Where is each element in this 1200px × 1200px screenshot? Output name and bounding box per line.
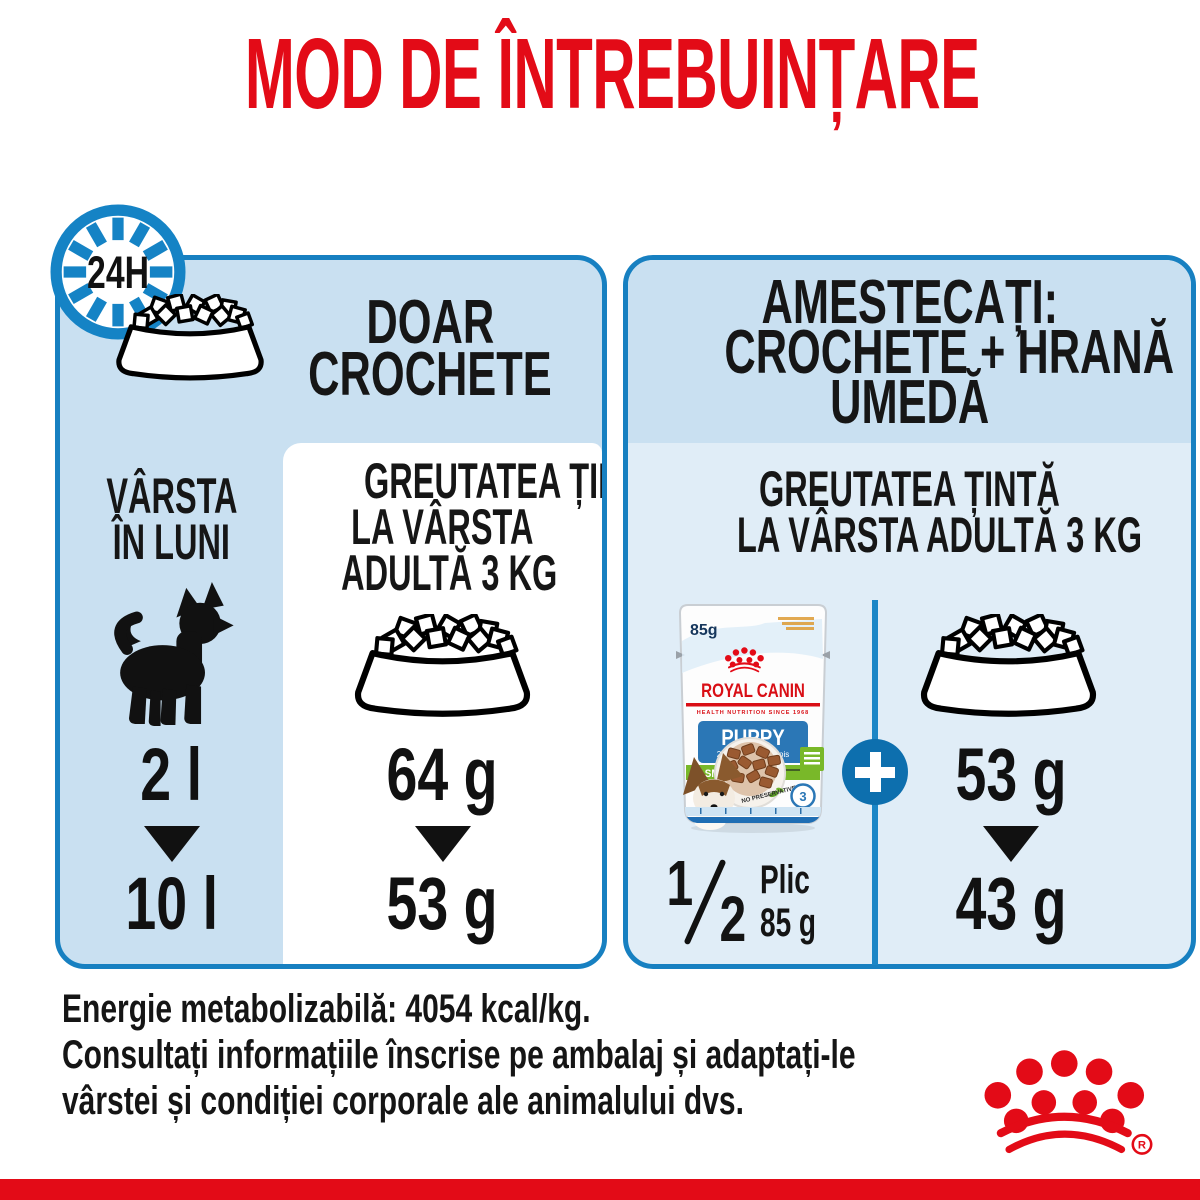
footer-line2: Consultați informațiile înscrise pe amba… [62, 1033, 856, 1077]
half-fraction: 1 2 [662, 847, 750, 955]
wet-portion-weight: 85 g [760, 901, 817, 945]
kibble-arrow [283, 826, 602, 862]
mix-header-line2: CROCHETE + HRANĂ [724, 318, 1175, 387]
dog-silhouette-icon [114, 581, 234, 727]
mix-panel-header: AMESTECAȚI: CROCHETE + HRANĂ UMEDĂ [628, 268, 1191, 437]
kibble-only-header: DOAR CROCHETE [250, 288, 602, 409]
down-arrow-icon [143, 826, 200, 862]
age-arrow [60, 826, 283, 862]
royal-canin-crown-logo: R [972, 1038, 1153, 1155]
fraction-numerator: 1 [666, 847, 694, 919]
kibble-only-header-line2: CROCHETE [308, 340, 552, 409]
pouch-product-image: 85g ROYAL CANIN HEALTH NUTRITION SINCE 1… [676, 604, 830, 833]
mix-kibble-start-value: 53 g [955, 733, 1067, 816]
kibble-only-header-line1: DOAR [366, 288, 494, 357]
wet-portion-labels: Plic 85 g [760, 859, 840, 945]
mix-header-line3: UMEDĂ [829, 368, 990, 437]
kibble-title-line2: LA VÂRSTA [351, 499, 534, 555]
fraction-denominator: 2 [719, 883, 747, 955]
mix-kibble-arrow [881, 826, 1141, 862]
kibble-column-title: GREUTATEA ȚINTĂ LA VÂRSTA ADULTĂ 3 KG [283, 456, 602, 601]
mix-header-line1: AMESTECAȚI: [761, 268, 1058, 337]
page-title: MOD DE ÎNTREBUINȚARE [0, 22, 1200, 126]
bottom-red-bar [0, 1179, 1200, 1200]
pouch-weight-label: 85g [690, 622, 718, 639]
clock-24h-icon: 24H [50, 204, 186, 340]
wet-portion: 1 2 Plic 85 g [628, 847, 875, 955]
mix-panel-header-background [628, 260, 1191, 443]
down-arrow-icon [983, 826, 1039, 862]
wet-portion-unit: Plic [760, 858, 811, 902]
age-end-value: 10 l [125, 862, 218, 945]
kibble-bowl-icon [916, 614, 1101, 721]
page-title-text: MOD DE ÎNTREBUINȚARE [244, 18, 980, 130]
pouch-brand: ROYAL CANIN [701, 679, 805, 701]
footer-line3: vârstei și condiției corporale ale anima… [62, 1079, 744, 1123]
age-title-line1: VÂRSTA [105, 468, 238, 524]
kibble-title-line3: ADULTĂ 3 KG [341, 545, 558, 601]
age-title-line2: ÎN LUNI [112, 514, 231, 570]
kibble-title-line1: GREUTATEA ȚINTĂ [364, 453, 602, 509]
mix-panel-subtitle: GREUTATEA ȚINTĂ LA VÂRSTA ADULTĂ 3 KG [628, 461, 1191, 563]
age-column-title: VÂRSTA ÎN LUNI [60, 468, 283, 570]
plus-icon [842, 739, 908, 805]
footer-line1: Energie metabolizabilă: 4054 kcal/kg. [62, 987, 591, 1031]
kibble-bowl-icon [112, 294, 268, 384]
clock-label: 24H [87, 248, 149, 298]
down-arrow-icon [414, 826, 471, 862]
pouch-tagline: HEALTH NUTRITION SINCE 1968 [697, 710, 809, 716]
mix-subtitle-line2: LA VÂRSTA ADULTĂ 3 KG [737, 507, 1143, 563]
pouch-badge: 3 [799, 789, 806, 804]
mix-subtitle-line1: GREUTATEA ȚINTĂ [759, 461, 1060, 517]
footer-note: Energie metabolizabilă: 4054 kcal/kg. Co… [62, 986, 1062, 1124]
age-start-value: 2 l [140, 733, 203, 816]
kibble-end-value: 53 g [386, 862, 499, 945]
kibble-only-panel: DOAR CROCHETE VÂRSTA ÎN LUNI 2 l 10 l GR… [55, 255, 607, 969]
mix-kibble-end-value: 43 g [955, 862, 1067, 945]
kibble-bowl-icon [350, 614, 535, 721]
svg-text:R: R [1138, 1139, 1146, 1151]
kibble-start-value: 64 g [386, 733, 499, 816]
